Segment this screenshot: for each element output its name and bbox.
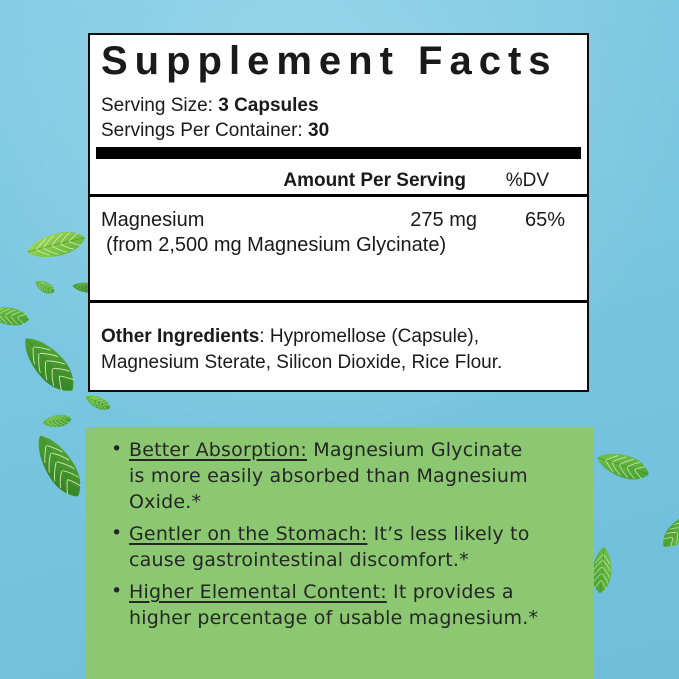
- servings-label: Servings Per Container:: [101, 120, 303, 141]
- divider-rule: [90, 194, 587, 197]
- other-ingredients-text: : Hypromellose (Capsule), Magnesium Ster…: [101, 326, 503, 373]
- serving-size-line: Serving Size: 3 Capsules: [101, 93, 587, 118]
- divider-rule: [90, 300, 587, 303]
- nutrient-dv: 65%: [524, 209, 565, 231]
- benefit-text: is more easily absorbed than Magnesium: [129, 465, 528, 487]
- leaf-icon: [14, 328, 84, 401]
- nutrient-amount: 275 mg: [410, 209, 477, 231]
- serving-size-label: Serving Size:: [101, 95, 213, 116]
- nutrient-detail: (from 2,500 mg Magnesium Glycinate): [106, 234, 447, 256]
- dv-header-label: %DV: [505, 170, 549, 191]
- leaf-icon: [83, 391, 113, 414]
- benefit-item: • Better Absorption: Magnesium Glycinate …: [111, 437, 578, 515]
- thick-divider-bar: [96, 147, 581, 159]
- benefit-text: It provides a: [386, 581, 514, 603]
- leaf-icon: [0, 303, 31, 329]
- benefit-text: higher percentage of usable magnesium.*: [129, 607, 539, 629]
- benefit-text: Magnesium Glycinate: [307, 439, 523, 461]
- other-ingredients-label: Other Ingredients: [101, 326, 260, 347]
- amount-per-serving-header: Amount Per Serving %DV: [90, 169, 587, 192]
- bullet-marker: •: [111, 580, 123, 602]
- benefit-lead: Better Absorption:: [129, 439, 308, 461]
- leaf-icon: [32, 277, 58, 297]
- amount-header-label: Amount Per Serving: [283, 170, 466, 191]
- benefit-text: cause gastrointestinal discomfort.*: [129, 549, 469, 571]
- benefit-lead: Gentler on the Stomach:: [129, 523, 368, 545]
- leaf-icon: [27, 427, 91, 505]
- leaf-icon: [41, 412, 73, 430]
- facts-title: Supplement Facts: [101, 39, 558, 83]
- serving-size-value: 3 Capsules: [218, 95, 319, 116]
- benefits-panel: • Better Absorption: Magnesium Glycinate …: [85, 427, 594, 679]
- bullet-marker: •: [111, 438, 123, 460]
- other-ingredients: Other Ingredients: Hypromellose (Capsule…: [101, 324, 577, 376]
- benefit-lead: Higher Elemental Content:: [129, 581, 387, 603]
- bullet-marker: •: [111, 522, 123, 544]
- nutrient-row: Magnesium (from 2,500 mg Magnesium Glyci…: [90, 208, 587, 258]
- benefit-text: It’s less likely to: [367, 523, 530, 545]
- servings-per-container-line: Servings Per Container: 30: [101, 118, 587, 143]
- leaf-icon: [23, 226, 89, 264]
- benefits-list: • Better Absorption: Magnesium Glycinate …: [111, 437, 578, 631]
- servings-value: 30: [308, 120, 330, 141]
- benefit-text: Oxide.*: [129, 491, 202, 513]
- benefit-item: • Higher Elemental Content: It provides a…: [111, 579, 578, 631]
- leaf-icon: [593, 446, 653, 486]
- nutrient-name: Magnesium: [101, 209, 205, 231]
- supplement-facts-panel: Supplement Facts Serving Size: 3 Capsule…: [88, 33, 589, 392]
- benefit-item: • Gentler on the Stomach: It’s less likel…: [111, 521, 578, 573]
- leaf-icon: [656, 506, 679, 554]
